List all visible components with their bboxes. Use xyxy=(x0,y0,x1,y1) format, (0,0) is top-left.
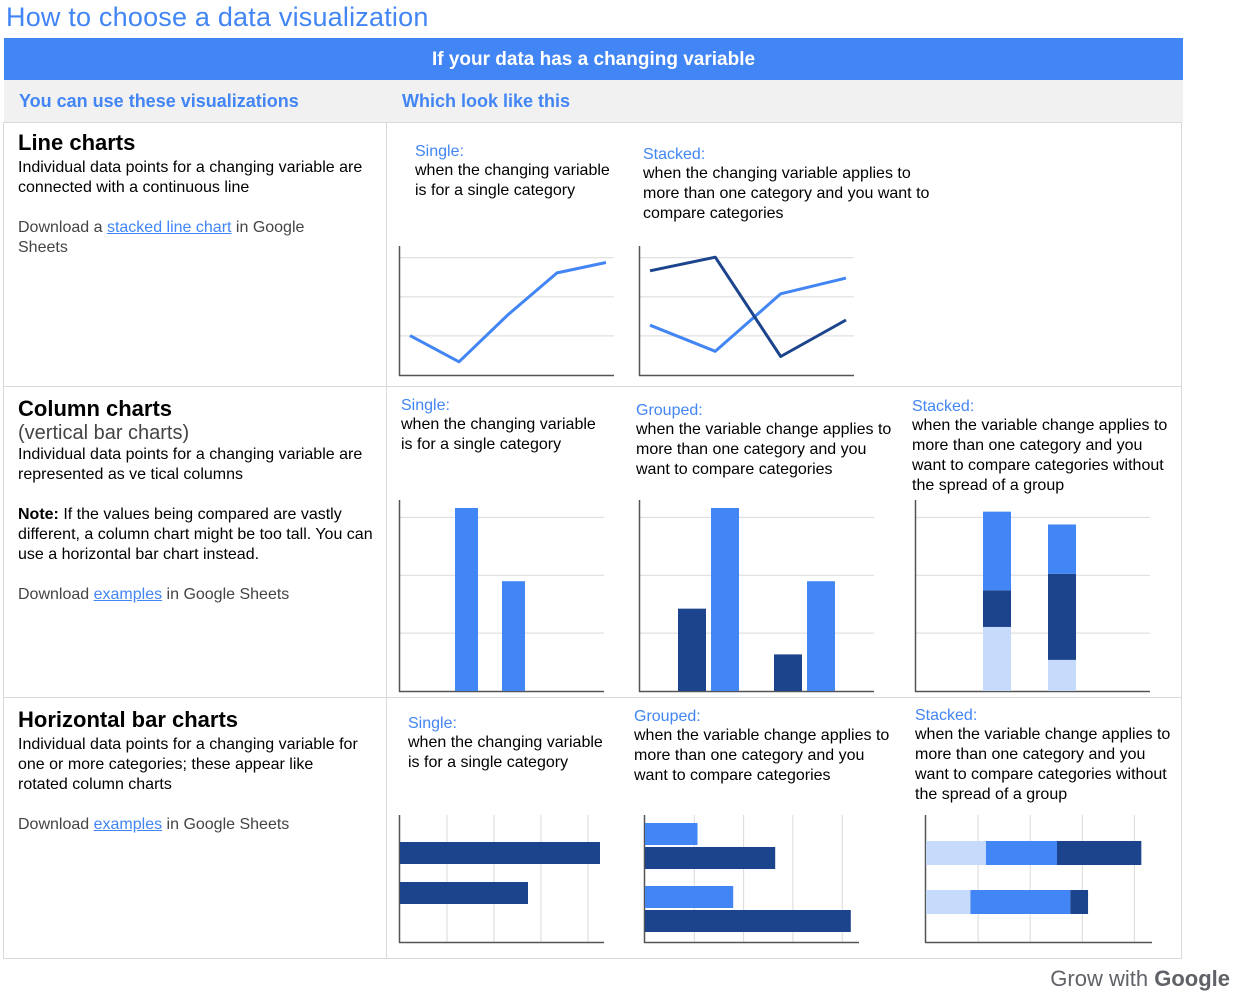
bar-segment xyxy=(1056,841,1142,865)
stacked-hbar-chart xyxy=(924,815,1152,944)
bar xyxy=(400,882,528,904)
column-single-desc: when the changing variable is for a sing… xyxy=(401,416,596,453)
banner: If your data has a changing variable xyxy=(4,38,1183,80)
column-stacked-caption: Stacked: when the variable change applie… xyxy=(912,398,1177,496)
bar xyxy=(645,847,776,869)
column-grouped-desc: when the variable change applies to more… xyxy=(636,421,892,478)
column-row-note: Note: If the values being compared are v… xyxy=(18,506,373,563)
bar xyxy=(400,842,600,864)
column-row-title: Column charts xyxy=(18,396,173,421)
bar xyxy=(502,581,525,691)
bar xyxy=(711,508,739,691)
bar xyxy=(678,608,706,691)
column-single-caption: Single: when the changing variable is fo… xyxy=(401,397,601,455)
grouped-column-chart xyxy=(638,500,874,693)
row-divider xyxy=(3,697,1182,698)
bar xyxy=(774,654,802,691)
line-stacked-label: Stacked: xyxy=(643,146,706,163)
bar-segment xyxy=(983,626,1011,691)
stacked-column-chart xyxy=(914,500,1150,693)
hbar-row-desc: Individual data points for a changing va… xyxy=(18,736,358,793)
page-title: How to choose a data visualization xyxy=(6,2,429,32)
hbar-examples-link[interactable]: examples xyxy=(93,816,163,833)
hbar-single-desc: when the changing variable is for a sing… xyxy=(408,734,603,771)
column-row-subtitle: (vertical bar charts) xyxy=(18,422,190,444)
line-single-label: Single: xyxy=(415,143,464,160)
bar xyxy=(645,910,851,932)
hbar-single-caption: Single: when the changing variable is fo… xyxy=(408,715,608,773)
column-row-download: Download examples in Google Sheets xyxy=(18,586,290,603)
line-single-desc: when the changing variable is for a sing… xyxy=(415,162,610,199)
bar xyxy=(807,581,835,691)
grouped-hbar-chart xyxy=(643,815,859,944)
column-header-left: You can use these visualizations xyxy=(19,91,299,111)
hbar-grouped-label: Grouped: xyxy=(634,708,701,725)
hbar-grouped-caption: Grouped: when the variable change applie… xyxy=(634,708,899,786)
line-single-caption: Single: when the changing variable is fo… xyxy=(415,143,615,201)
column-stacked-desc: when the variable change applies to more… xyxy=(912,417,1168,494)
bar-segment xyxy=(985,841,1057,865)
column-stacked-label: Stacked: xyxy=(912,398,975,415)
series-line xyxy=(649,276,847,353)
column-header-row: You can use these visualizations Which l… xyxy=(4,80,1183,122)
hbar-stacked-label: Stacked: xyxy=(915,707,978,724)
single-hbar-chart xyxy=(398,815,604,944)
grow-with-google-logo: Grow with Google xyxy=(1050,966,1230,991)
column-single-label: Single: xyxy=(401,397,450,414)
line-row-download: Download a stacked line chart in Google … xyxy=(18,219,305,256)
bar-segment xyxy=(1070,890,1089,914)
column-row-desc: Individual data points for a changing va… xyxy=(18,446,363,483)
bar-segment xyxy=(970,890,1071,914)
hbar-stacked-desc: when the variable change applies to more… xyxy=(915,726,1171,803)
hbar-row-info: Horizontal bar charts Individual data po… xyxy=(18,707,378,835)
bar-segment xyxy=(983,511,1011,591)
line-row-desc: Individual data points for a changing va… xyxy=(18,159,363,196)
stacked-line-chart-link[interactable]: stacked line chart xyxy=(106,219,232,236)
single-line-chart xyxy=(398,246,614,377)
bar xyxy=(645,823,698,845)
bar xyxy=(645,886,734,908)
line-stacked-caption: Stacked: when the changing variable appl… xyxy=(643,146,943,224)
column-examples-link[interactable]: examples xyxy=(93,586,163,603)
bar-segment xyxy=(1048,524,1076,574)
single-column-chart xyxy=(398,500,604,693)
hbar-row-download: Download examples in Google Sheets xyxy=(18,816,290,833)
bar-segment xyxy=(1048,659,1076,691)
bar-segment xyxy=(926,841,986,865)
stacked-line-chart xyxy=(638,246,854,377)
bar xyxy=(455,508,478,691)
line-row-info: Line charts Individual data points for a… xyxy=(18,130,378,258)
hbar-single-label: Single: xyxy=(408,715,457,732)
hbar-row-title: Horizontal bar charts xyxy=(18,707,239,732)
series-line xyxy=(649,255,847,358)
bar-segment xyxy=(1048,573,1076,660)
hbar-grouped-desc: when the variable change applies to more… xyxy=(634,727,890,784)
column-row-info: Column charts (vertical bar charts) Indi… xyxy=(18,396,378,605)
column-divider xyxy=(386,122,387,959)
column-header-right: Which look like this xyxy=(402,91,571,111)
bar-segment xyxy=(926,890,971,914)
row-divider xyxy=(3,386,1182,387)
column-grouped-label: Grouped: xyxy=(636,402,703,419)
line-row-title: Line charts xyxy=(18,130,136,155)
series-line xyxy=(409,261,607,364)
bar-segment xyxy=(983,590,1011,627)
table-grid xyxy=(3,122,1182,959)
column-grouped-caption: Grouped: when the variable change applie… xyxy=(636,402,901,480)
hbar-stacked-caption: Stacked: when the variable change applie… xyxy=(915,707,1183,805)
line-stacked-desc: when the changing variable applies to mo… xyxy=(643,165,930,222)
